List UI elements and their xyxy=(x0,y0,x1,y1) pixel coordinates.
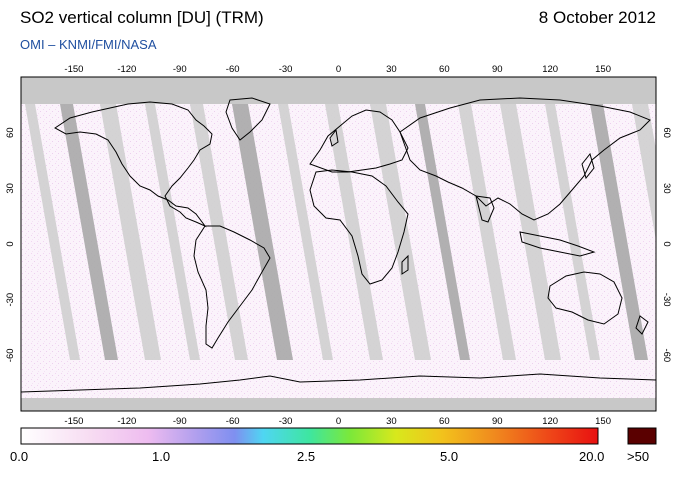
lon-tick-top-5: 0 xyxy=(336,64,341,75)
lat-tick-right-4: -60 xyxy=(661,348,672,362)
orbit-gap-stripe xyxy=(100,104,161,360)
colorbar-label-1: 1.0 xyxy=(152,449,171,464)
lon-tick-top-0: -150 xyxy=(64,64,83,75)
colorbar-label-0: 0.0 xyxy=(10,449,29,464)
lat-tick-left-0: 60 xyxy=(5,127,16,138)
lon-tick-top-3: -60 xyxy=(226,64,240,75)
map-credit: OMI – KNMI/FMI/NASA xyxy=(20,37,157,52)
colorbar-label-2: 2.5 xyxy=(297,449,316,464)
orbit-gap-stripe xyxy=(325,104,383,360)
lat-tick-right-1: 30 xyxy=(661,183,672,194)
lon-tick-top-9: 120 xyxy=(542,64,558,75)
orbit-gap-stripe xyxy=(60,104,118,360)
colorbar-label-4: 20.0 xyxy=(579,449,605,464)
lon-tick-top-2: -90 xyxy=(173,64,187,75)
lat-tick-right-0: 60 xyxy=(661,127,672,138)
map-date: 8 October 2012 xyxy=(538,8,656,27)
lon-tick-bottom-5: 0 xyxy=(336,416,341,427)
map-title: SO2 vertical column [DU] (TRM) xyxy=(20,8,264,27)
lon-tick-bottom-10: 150 xyxy=(595,416,611,427)
orbit-gap-stripe xyxy=(145,104,200,360)
orbit-gap-stripe xyxy=(415,104,470,360)
map-frame xyxy=(20,76,657,412)
colorbar-overflow-box xyxy=(627,427,657,445)
colorbar-label-3: 5.0 xyxy=(440,449,459,464)
orbit-gap-stripe xyxy=(590,104,648,360)
orbit-gap-stripe xyxy=(545,104,600,360)
lon-tick-top-7: 60 xyxy=(439,64,450,75)
lon-tick-bottom-3: -60 xyxy=(226,416,240,427)
colorbar xyxy=(20,427,599,445)
lon-tick-bottom-9: 120 xyxy=(542,416,558,427)
colorbar-overflow-label: >50 xyxy=(627,449,650,464)
orbit-gaps xyxy=(25,104,656,360)
orbit-gap-stripe xyxy=(632,104,656,241)
lon-tick-bottom-2: -90 xyxy=(173,416,187,427)
lon-ticks-bottom: -150 -120 -90 -60 -30 0 30 60 90 120 150 xyxy=(64,416,611,427)
orbit-gap-stripe xyxy=(500,104,561,360)
lat-ticks-right: 60 30 0 -30 -60 xyxy=(661,127,672,362)
lon-tick-bottom-8: 90 xyxy=(492,416,503,427)
orbit-gap-stripe xyxy=(25,104,80,360)
lon-tick-top-8: 90 xyxy=(492,64,503,75)
lat-tick-right-3: -30 xyxy=(661,293,672,307)
antarctic-no-data xyxy=(21,398,656,411)
lat-tick-left-1: 30 xyxy=(5,183,16,194)
orbit-gap-stripe xyxy=(190,104,248,360)
lon-tick-bottom-6: 30 xyxy=(386,416,397,427)
lon-tick-top-1: -120 xyxy=(117,64,136,75)
lat-tick-left-4: -60 xyxy=(5,348,16,362)
lon-tick-bottom-0: -150 xyxy=(64,416,83,427)
lat-tick-left-3: -30 xyxy=(5,293,16,307)
lat-tick-right-2: 0 xyxy=(661,241,672,246)
lat-ticks-left: 60 30 0 -30 -60 xyxy=(5,127,16,362)
orbit-gap-stripe xyxy=(278,104,333,360)
coastlines xyxy=(21,97,656,393)
lon-tick-top-4: -30 xyxy=(279,64,293,75)
lon-tick-bottom-7: 60 xyxy=(439,416,450,427)
lon-tick-bottom-1: -120 xyxy=(117,416,136,427)
lat-tick-left-2: 0 xyxy=(5,241,16,246)
lon-tick-bottom-4: -30 xyxy=(279,416,293,427)
lon-ticks-top: -150 -120 -90 -60 -30 0 30 60 90 120 150 xyxy=(64,64,611,75)
lon-tick-top-10: 150 xyxy=(595,64,611,75)
lon-tick-top-6: 30 xyxy=(386,64,397,75)
orbit-gap-stripe xyxy=(232,104,293,360)
orbit-gap-stripe xyxy=(370,104,431,360)
orbit-gap-stripe xyxy=(458,104,516,360)
